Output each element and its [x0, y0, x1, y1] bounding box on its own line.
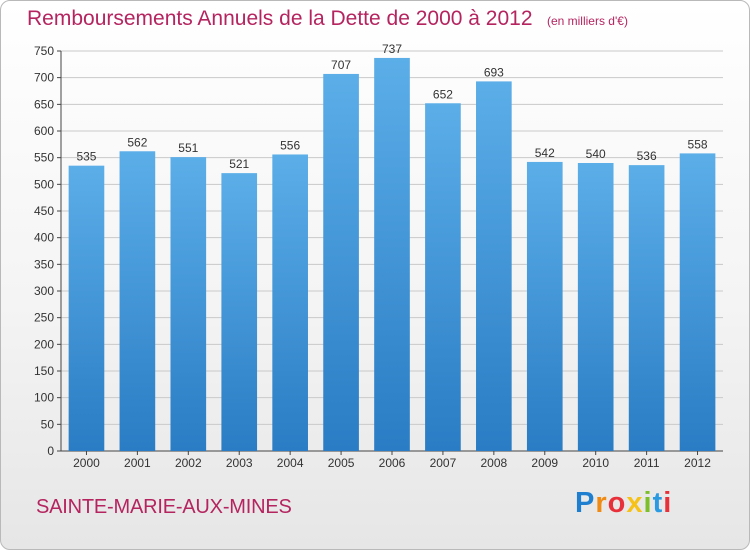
data-label: 535 — [76, 150, 96, 164]
x-tick-label: 2010 — [582, 456, 609, 470]
bar-2005 — [323, 73, 359, 452]
y-tick-label: 300 — [34, 284, 54, 298]
bar-2001 — [119, 151, 156, 451]
data-label: 556 — [280, 138, 300, 152]
y-tick-label: 350 — [34, 257, 54, 271]
data-label: 540 — [586, 147, 606, 161]
logo-letter: i — [663, 487, 673, 519]
logo-letter: x — [626, 487, 644, 519]
data-label: 542 — [535, 146, 555, 160]
bar-2007 — [425, 103, 461, 452]
y-tick-label: 200 — [34, 337, 54, 351]
y-tick-label: 400 — [34, 231, 54, 245]
y-tick-label: 600 — [34, 124, 54, 138]
data-label: 737 — [382, 42, 402, 56]
bar-2008 — [476, 81, 512, 452]
logo-letter: t — [652, 487, 664, 519]
y-tick-label: 700 — [34, 71, 54, 85]
y-tick-label: 0 — [47, 444, 54, 458]
x-tick-label: 2009 — [531, 456, 558, 470]
data-label: 558 — [688, 137, 708, 151]
data-label: 562 — [127, 135, 147, 149]
data-label: 707 — [331, 58, 351, 72]
logo-letter: r — [595, 487, 608, 519]
x-tick-label: 2002 — [175, 456, 202, 470]
unit-label: (en milliers d'€) — [546, 14, 628, 28]
proxiti-logo: Proxiti — [575, 487, 672, 520]
bar-2011 — [628, 165, 665, 451]
x-tick-label: 2012 — [684, 456, 711, 470]
chart-title: Remboursements Annuels de la Dette de 20… — [27, 7, 533, 30]
x-tick-label: 2000 — [73, 456, 100, 470]
bar-2002 — [170, 157, 207, 451]
bar-2010 — [577, 163, 614, 451]
y-tick-label: 250 — [34, 311, 54, 325]
commune-name: SAINTE-MARIE-AUX-MINES — [36, 496, 292, 518]
logo-letter: o — [607, 487, 627, 519]
logo-letter: i — [643, 487, 653, 519]
bar-2003 — [221, 173, 258, 451]
title-row: Remboursements Annuels de la Dette de 20… — [27, 7, 628, 31]
data-label: 693 — [484, 65, 504, 79]
bar-2000 — [68, 165, 105, 452]
bar-2012 — [679, 153, 716, 451]
x-tick-label: 2011 — [634, 456, 660, 470]
x-tick-label: 2006 — [379, 456, 406, 470]
logo-letter: P — [575, 487, 596, 519]
y-tick-label: 500 — [34, 177, 54, 191]
data-label: 652 — [433, 87, 453, 101]
y-tick-label: 650 — [34, 97, 54, 111]
y-tick-label: 550 — [34, 151, 54, 165]
x-tick-label: 2001 — [124, 456, 151, 470]
x-tick-label: 2004 — [277, 456, 304, 470]
bar-2004 — [272, 154, 308, 451]
x-tick-label: 2005 — [328, 456, 355, 470]
bar-2006 — [374, 57, 410, 452]
x-tick-label: 2008 — [480, 456, 507, 470]
x-tick-label: 2003 — [226, 456, 253, 470]
x-tick-label: 2007 — [430, 456, 457, 470]
bar-2009 — [526, 161, 563, 451]
data-label: 551 — [178, 141, 198, 155]
data-label: 521 — [229, 157, 249, 171]
y-tick-label: 100 — [34, 391, 54, 405]
y-tick-label: 450 — [34, 204, 54, 218]
data-label: 536 — [637, 149, 657, 163]
y-tick-label: 150 — [34, 364, 54, 378]
y-tick-label: 750 — [34, 44, 54, 58]
y-tick-label: 50 — [41, 417, 55, 431]
